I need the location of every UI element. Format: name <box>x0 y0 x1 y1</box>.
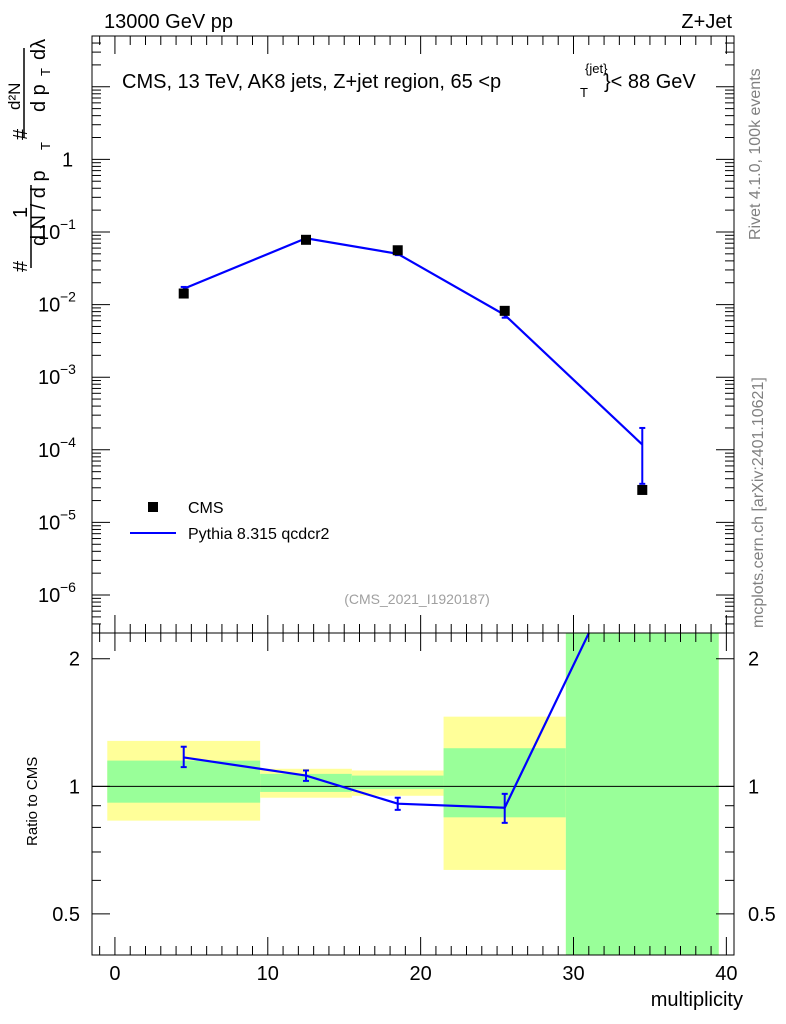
lower-y-tick-label-right: 2 <box>748 649 759 671</box>
lower-y-ticks: 0.5 0.5 1 1 2 2 <box>52 649 776 956</box>
analysis-watermark: (CMS_2021_I1920187) <box>344 591 490 607</box>
upper-series <box>178 234 648 495</box>
header-left: 13000 GeV pp <box>104 11 233 33</box>
rivet-label: Rivet 4.1.0, 100k events <box>747 68 764 240</box>
ylabel-one: 1 <box>10 207 32 218</box>
upper-y-tick-label: 1 <box>62 149 73 171</box>
x-tick-label: 0 <box>109 963 120 985</box>
upper-y-axis-label: # 1 d N / d p T # d²N d p T dλ <box>5 39 53 272</box>
x-tick-label: 10 <box>257 963 279 985</box>
ylabel-dlambda: dλ <box>28 39 50 60</box>
lower-y-axis-label: Ratio to CMS <box>24 757 41 846</box>
ylabel-hash2: # <box>10 128 32 140</box>
legend: CMS Pythia 8.315 qcdcr2 <box>130 500 330 543</box>
lower-bands <box>107 633 719 955</box>
title-end: }< 88 GeV <box>604 71 696 93</box>
lower-y-tick-label: 0.5 <box>52 904 80 926</box>
cms-data-point <box>637 484 648 495</box>
upper-y-tick-label: 10 <box>38 295 60 317</box>
cms-data-point <box>499 305 510 316</box>
header-right: Z+Jet <box>681 11 732 33</box>
ylabel-dpt: d p <box>28 84 50 112</box>
upper-y-tick-label: 10 <box>38 585 60 607</box>
ratio-band-green <box>565 633 719 955</box>
upper-y-tick-exponent: −6 <box>60 579 76 595</box>
upper-y-tick-label: 10 <box>38 222 60 244</box>
mcplots-label: mcplots.cern.ch [arXiv:2401.10621] <box>750 377 767 628</box>
ylabel-t2: T <box>38 68 53 76</box>
ylabel-t1: T <box>38 142 53 150</box>
upper-y-tick-label: 10 <box>38 512 60 534</box>
x-tick-label: 20 <box>410 963 432 985</box>
cms-data-point <box>178 288 189 299</box>
title-subscript: T <box>580 85 588 100</box>
lower-y-tick-label: 2 <box>69 649 80 671</box>
panel-title: CMS, 13 TeV, AK8 jets, Z+jet region, 65 … <box>122 61 696 100</box>
x-tick-label: 30 <box>562 963 584 985</box>
ratio-band-green <box>351 775 444 790</box>
x-axis-label: multiplicity <box>651 989 743 1011</box>
upper-y-tick-label: 10 <box>38 440 60 462</box>
lower-series <box>180 632 590 824</box>
ylabel-hash1: # <box>10 260 32 272</box>
upper-panel: 10 −610 −510 −410 −310 −210 −11 CMS, 13 TeV, A… <box>5 35 735 634</box>
title-superscript: {jet} <box>585 61 608 76</box>
lower-y-tick-label-right: 0.5 <box>748 904 776 926</box>
ylabel-d2n: d²N <box>5 83 24 110</box>
lower-y-tick-label: 1 <box>69 776 80 798</box>
title-main: CMS, 13 TeV, AK8 jets, Z+jet region, 65 … <box>122 71 501 93</box>
upper-y-ticks: 10 −610 −510 −410 −310 −210 −11 <box>38 35 734 634</box>
cms-data-point <box>392 245 403 256</box>
ylabel-dn: d N / d p <box>28 170 50 246</box>
upper-x-ticks <box>99 36 727 633</box>
cms-data-point <box>301 234 311 245</box>
upper-frame <box>91 35 735 634</box>
lower-frame <box>91 632 735 956</box>
upper-y-tick-exponent: −3 <box>60 361 76 377</box>
upper-y-tick-exponent: −4 <box>60 434 76 450</box>
lower-panel: 0.5 0.5 1 1 2 2 0 10 20 30 40 Ratio to CMS multip… <box>24 632 776 1011</box>
lower-y-tick-label-right: 1 <box>748 776 759 798</box>
ratio-band-green <box>260 773 352 792</box>
upper-y-tick-exponent: −2 <box>60 289 76 305</box>
legend-cms-marker <box>148 502 158 512</box>
upper-y-tick-label: 10 <box>38 367 60 389</box>
x-tick-label: 40 <box>715 963 737 985</box>
lower-x-ticks: 0 10 20 30 40 <box>99 633 737 985</box>
upper-y-tick-exponent: −5 <box>60 506 76 522</box>
legend-pythia-label: Pythia 8.315 qcdcr2 <box>188 526 330 543</box>
upper-y-tick-exponent: −1 <box>60 216 76 232</box>
pythia-line <box>183 237 644 446</box>
legend-cms-label: CMS <box>188 500 224 517</box>
